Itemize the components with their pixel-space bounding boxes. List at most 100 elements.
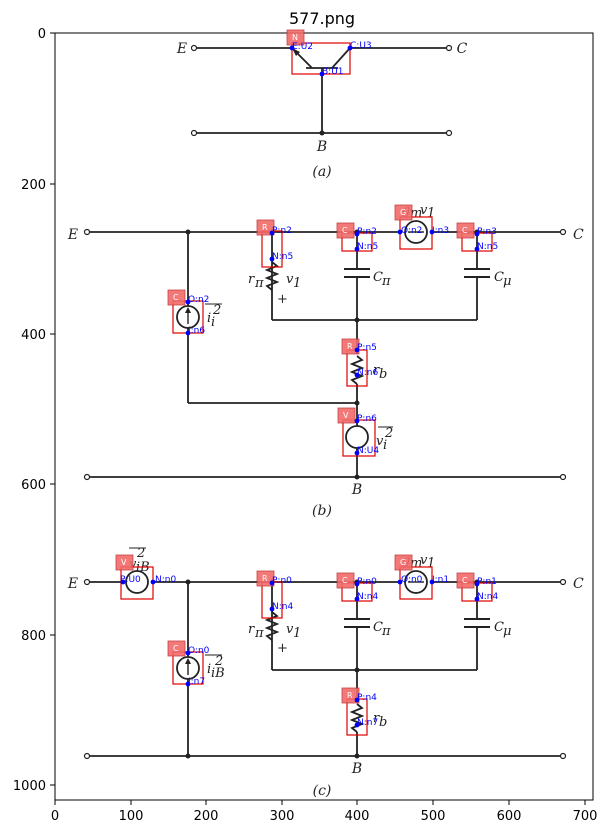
x-tick-label: 500 — [421, 809, 446, 824]
pin-dot — [319, 71, 325, 77]
v1-sub: 1 — [293, 626, 301, 641]
x-tick-label: 100 — [119, 809, 144, 824]
subfigure-b: E C g m v 1 i i 2 r π v 1 + C π — [67, 203, 584, 519]
junction-dot — [185, 229, 191, 235]
pin-dot — [150, 579, 156, 585]
pin-label: N:n4 — [357, 592, 378, 602]
gm-v1-sub: 1 — [427, 556, 435, 571]
component-tag — [394, 204, 413, 221]
pin-label: P:n2 — [357, 227, 377, 237]
pin-label: N:n5 — [357, 242, 378, 252]
pin-dot — [269, 580, 275, 586]
junction-dot — [354, 317, 360, 323]
terminal — [559, 228, 567, 236]
label-c: C — [573, 576, 584, 592]
component-tag-text: C — [173, 293, 179, 302]
junction-dot — [319, 130, 325, 136]
component-tag-text: C — [342, 576, 348, 585]
rb-sub: b — [379, 367, 387, 382]
cpi-sub: π — [381, 624, 391, 639]
pin-dot — [269, 606, 275, 612]
rb-label: r — [373, 711, 380, 726]
pin-dot — [120, 579, 126, 585]
pin-label: O:n2 — [401, 226, 422, 236]
vib-sup: 2 — [136, 546, 145, 561]
pin-label: N:U4 — [357, 446, 379, 456]
pin-dot — [354, 231, 360, 237]
component-tag-text: G — [400, 558, 406, 567]
rpi-label: r — [248, 622, 255, 637]
pin-dot — [185, 299, 191, 305]
pin-dot — [354, 596, 360, 602]
gm-v1-sub: 1 — [427, 206, 435, 221]
pin-dot — [354, 418, 360, 424]
x-tick-label: 700 — [573, 809, 598, 824]
y-tick-label: 200 — [21, 178, 46, 193]
component-tag — [336, 572, 355, 589]
resistor-rpi-icon — [264, 611, 280, 641]
component-tag — [286, 29, 305, 46]
terminal — [559, 752, 567, 760]
v1-sub: 1 — [293, 276, 301, 291]
pin-dot — [185, 650, 191, 656]
component-tag — [394, 554, 413, 571]
vi2-sub: i — [383, 438, 387, 453]
terminal-e — [190, 44, 198, 52]
component-tag-text: C — [462, 226, 468, 235]
junction-dot — [354, 400, 360, 406]
label-c: C — [457, 41, 468, 57]
rb-label: r — [373, 363, 380, 378]
v1-label: v — [286, 272, 294, 287]
pin-label: E:U2 — [292, 42, 313, 52]
rpi-label: r — [248, 272, 255, 287]
pin-dot — [269, 256, 275, 262]
iib-label: i — [207, 662, 211, 677]
pin-label: N:n4 — [272, 602, 293, 612]
x-tick-label: 0 — [51, 809, 59, 824]
pin-label: O:n0 — [401, 575, 423, 585]
y-tick-label: 600 — [21, 478, 46, 493]
x-tick-label: 200 — [194, 809, 219, 824]
pin-label: I:n6 — [188, 326, 205, 336]
cmu-label: C — [494, 270, 504, 285]
pin-dot — [474, 596, 480, 602]
component-tag — [456, 572, 475, 589]
x-tick-label: 400 — [345, 809, 370, 824]
component-tag-text: R — [262, 574, 268, 583]
component-tag-text: R — [347, 342, 353, 351]
cmu-sub: μ — [503, 274, 511, 289]
component-tag-text: N — [292, 33, 298, 42]
iib-sub: iB — [211, 666, 225, 681]
vi2-label: v — [376, 434, 384, 449]
pin-label: P:n3 — [477, 227, 497, 237]
component-tag — [256, 219, 275, 236]
resistor-rb-icon — [349, 355, 365, 385]
pin-dot — [185, 681, 191, 687]
terminal-c — [445, 44, 453, 52]
cmu-sub: μ — [503, 624, 511, 639]
component-tag — [337, 407, 356, 424]
pin-dot — [354, 722, 360, 728]
y-tick-label: 400 — [21, 328, 46, 343]
pin-label: P:U0 — [120, 575, 141, 585]
terminal — [83, 578, 91, 586]
plus-label: + — [277, 292, 288, 307]
pin-dot — [289, 45, 295, 51]
component-tag — [336, 222, 355, 239]
y-axis: 0 200 400 600 800 1000 — [13, 27, 55, 794]
pin-dot — [354, 372, 360, 378]
pin-dot — [354, 347, 360, 353]
label-c: C — [573, 227, 584, 243]
x-tick-label: 300 — [270, 809, 295, 824]
noise-voltage-source-icon — [125, 570, 149, 594]
component-tag-text: C — [173, 644, 179, 653]
terminal — [559, 578, 567, 586]
label-b: B — [351, 761, 362, 777]
pin-label: P:n2 — [272, 226, 292, 236]
v1-label: v — [286, 622, 294, 637]
terminal-b-left — [190, 129, 198, 137]
component-tag-text: G — [400, 208, 406, 217]
pin-label: N:n0 — [155, 575, 176, 585]
label-e: E — [67, 227, 78, 243]
